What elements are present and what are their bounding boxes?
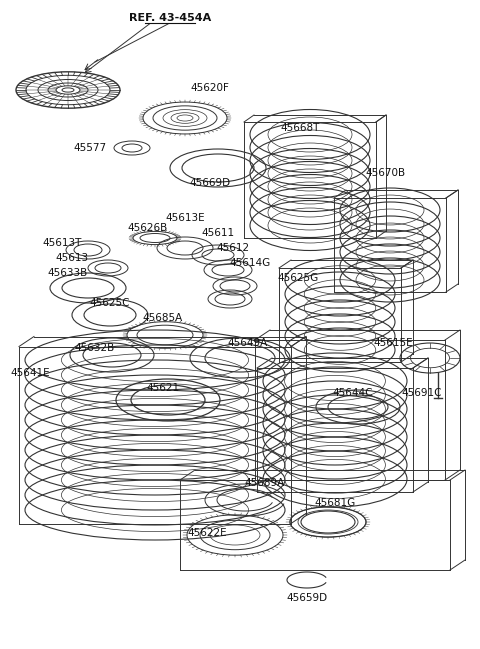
Text: 45625G: 45625G <box>277 273 319 283</box>
Text: 45621: 45621 <box>146 383 180 393</box>
Text: 45614G: 45614G <box>229 258 271 268</box>
Text: 45613E: 45613E <box>165 213 205 223</box>
Text: 45691C: 45691C <box>402 388 442 398</box>
Text: 45626B: 45626B <box>128 223 168 233</box>
Text: 45613: 45613 <box>55 253 89 263</box>
Text: 45670B: 45670B <box>365 168 405 178</box>
Text: 45620F: 45620F <box>191 83 229 93</box>
Text: 45632B: 45632B <box>75 343 115 353</box>
Text: 45622E: 45622E <box>187 528 227 538</box>
Text: 45685A: 45685A <box>143 313 183 323</box>
Text: REF. 43-454A: REF. 43-454A <box>129 13 211 23</box>
Text: 45625C: 45625C <box>90 298 130 308</box>
Text: 45649A: 45649A <box>228 338 268 348</box>
Text: 45668T: 45668T <box>280 123 320 133</box>
Text: 45611: 45611 <box>202 228 235 238</box>
Text: 45615E: 45615E <box>373 338 413 348</box>
Text: 45613T: 45613T <box>42 238 82 248</box>
Text: 45641E: 45641E <box>10 368 50 378</box>
Text: 45633B: 45633B <box>48 268 88 278</box>
Text: 45577: 45577 <box>73 143 107 153</box>
Text: 45612: 45612 <box>216 243 250 253</box>
Text: 45669D: 45669D <box>190 178 230 188</box>
Text: 45644C: 45644C <box>333 388 373 398</box>
Text: 45659D: 45659D <box>287 593 327 603</box>
Text: 45681G: 45681G <box>314 498 356 508</box>
Text: 45689A: 45689A <box>245 478 285 488</box>
